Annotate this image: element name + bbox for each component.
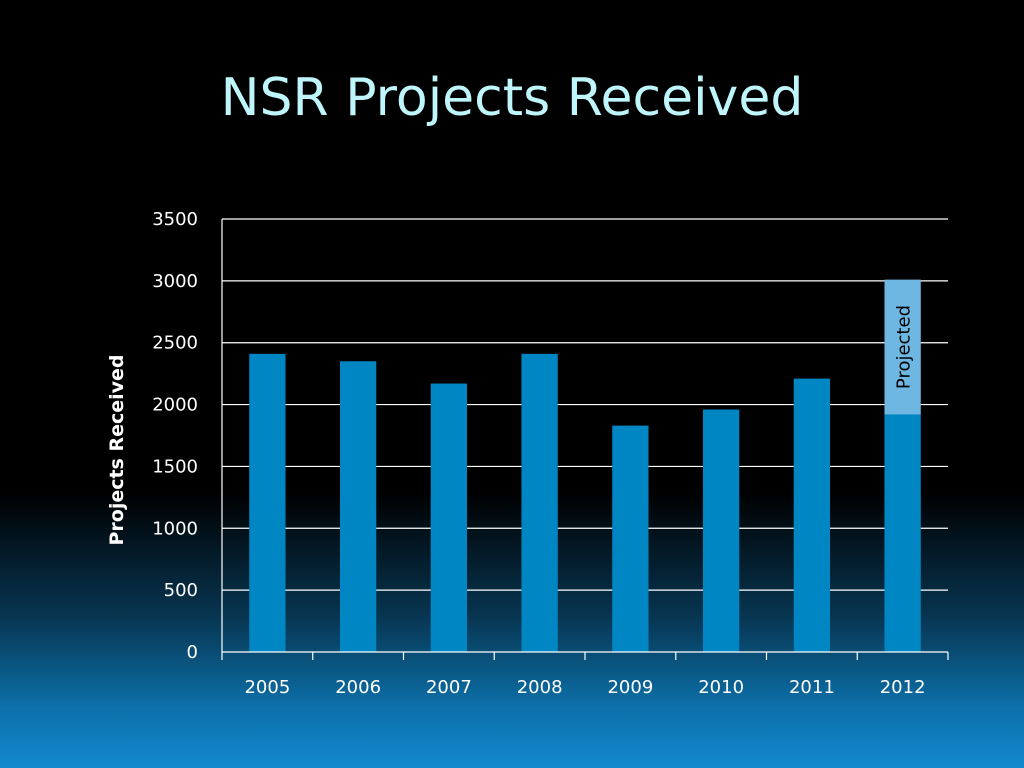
y-tick-label: 3500 (152, 209, 198, 230)
y-axis-label: Projects Received (106, 354, 128, 545)
bar-2005 (249, 353, 286, 652)
bar-2012 (884, 414, 921, 652)
y-tick-label: 2000 (152, 395, 198, 416)
x-tick-label: 2008 (517, 677, 563, 698)
y-axis-ticks: 0 500 1000 1500 2000 2500 3000 3500 (152, 209, 198, 663)
x-axis-ticks: 2005 2006 2007 2008 2009 2010 2011 2012 (244, 677, 925, 698)
y-tick-label: 0 (187, 642, 198, 663)
bars (249, 279, 921, 652)
x-tick-label: 2005 (244, 677, 290, 698)
bar-2010 (702, 409, 740, 652)
bar-2007 (430, 383, 468, 652)
y-tick-label: 3000 (152, 271, 198, 292)
projected-annotation: Projected (894, 305, 915, 389)
bar-2009 (612, 425, 649, 652)
bar-2011 (793, 378, 831, 652)
x-axis (221, 219, 949, 660)
bar-projected-2012 (884, 279, 921, 415)
gridlines (222, 218, 948, 591)
x-tick-label: 2011 (789, 677, 835, 698)
chart-title: NSR Projects Received (220, 68, 804, 128)
y-tick-label: 500 (164, 580, 198, 601)
x-tick-label: 2009 (607, 677, 653, 698)
annotations: Projected (894, 305, 915, 389)
y-tick-label: 1000 (152, 518, 198, 539)
x-tick-label: 2010 (698, 677, 744, 698)
bar-2008 (521, 353, 558, 652)
x-tick-label: 2012 (880, 677, 926, 698)
y-tick-label: 1500 (152, 456, 198, 477)
x-tick-label: 2006 (335, 677, 381, 698)
y-tick-label: 2500 (152, 333, 198, 354)
bar-2006 (339, 361, 377, 652)
x-tick-label: 2007 (426, 677, 472, 698)
